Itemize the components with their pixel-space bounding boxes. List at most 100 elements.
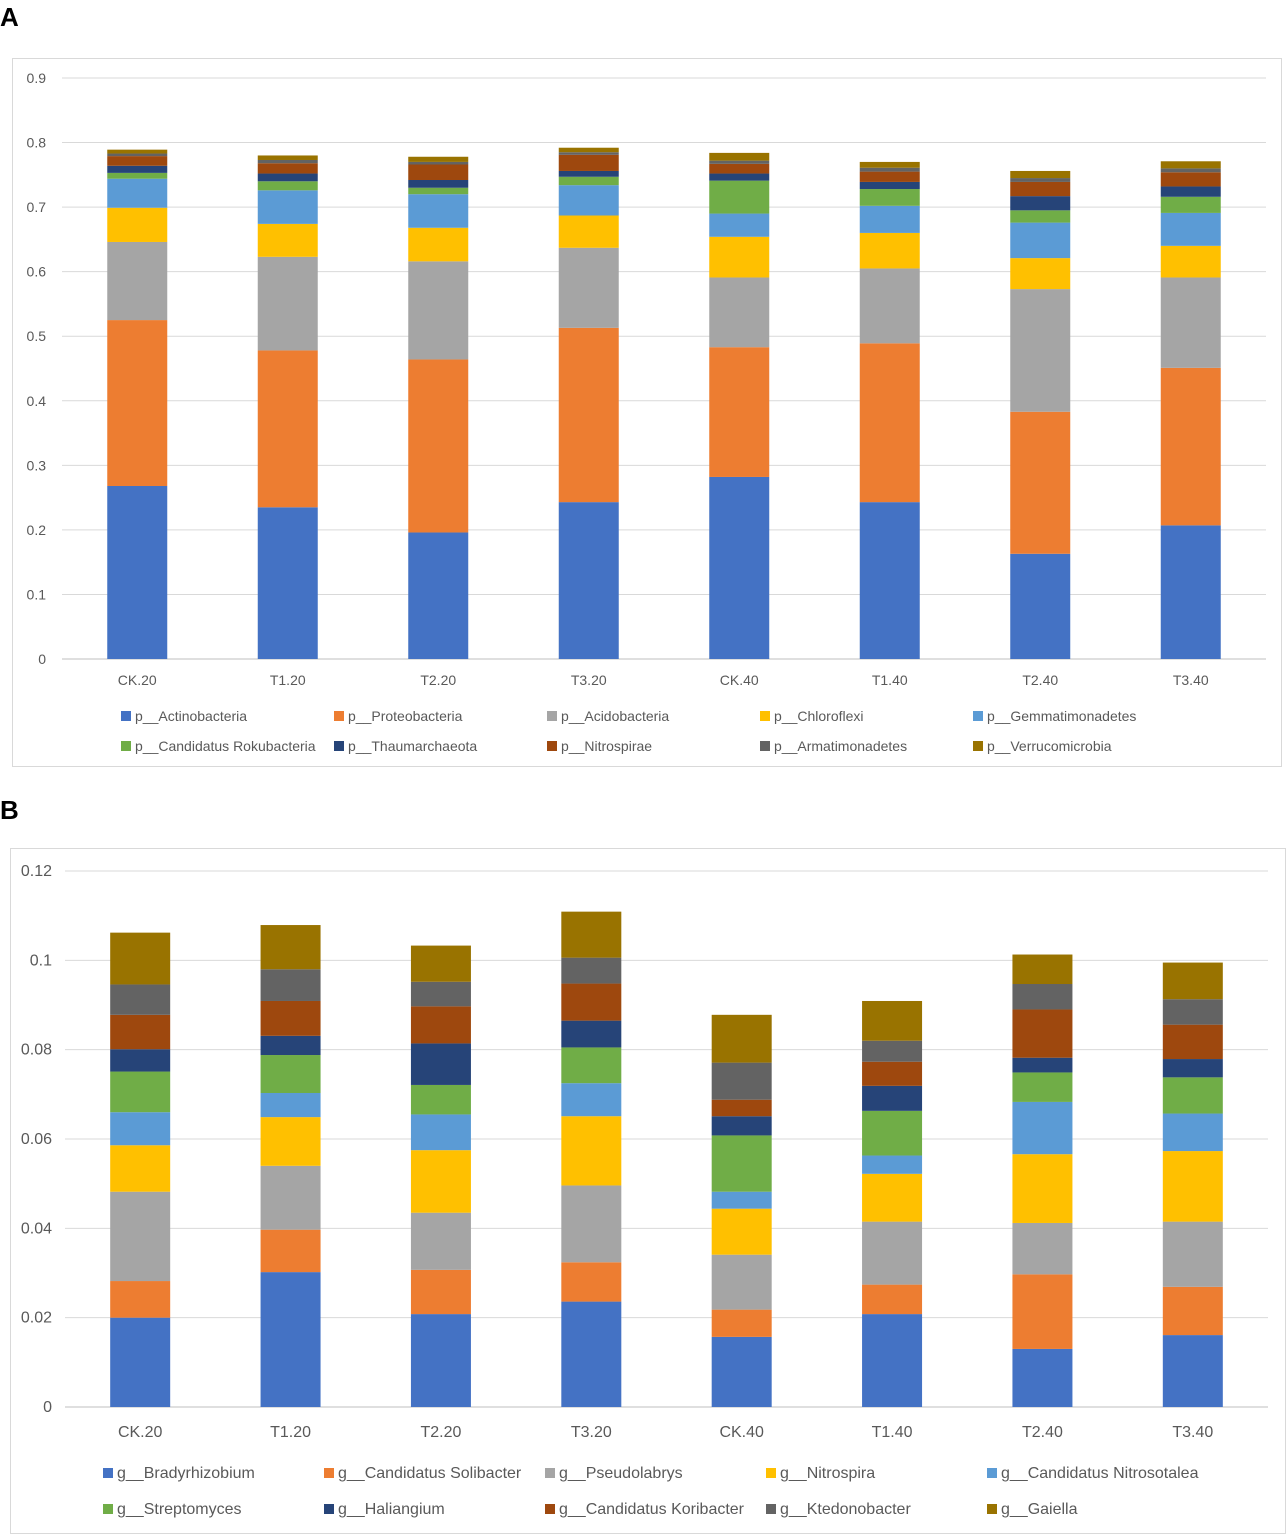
bar-b-4-6 [711, 1116, 772, 1136]
bar-b-4-3 [711, 1208, 772, 1255]
legend-label-a-2: p__Acidobacteria [561, 708, 669, 724]
bar-b-4-8 [711, 1062, 772, 1100]
legend-swatch-b-5 [103, 1504, 113, 1514]
y-tick-label-b-6: 0.12 [21, 863, 52, 880]
bar-a-7-6 [1160, 186, 1221, 197]
bar-a-4-9 [709, 152, 770, 161]
y-tick-label-a-7: 0.7 [27, 199, 47, 215]
bar-a-7-3 [1160, 245, 1221, 278]
bar-b-5-8 [862, 1040, 923, 1062]
x-tick-label-b-6: T2.40 [1022, 1424, 1063, 1441]
legend-label-b-2: g__Pseudolabrys [559, 1465, 683, 1482]
bar-b-1-5 [260, 1055, 321, 1093]
legend-label-a-9: p__Verrucomicrobia [987, 738, 1112, 754]
bar-a-1-2 [257, 256, 318, 351]
x-tick-label-a-0: CK.20 [118, 672, 157, 688]
bar-a-2-9 [408, 156, 469, 162]
bar-a-0-2 [107, 241, 168, 321]
bar-a-4-5 [709, 180, 770, 214]
legend-label-a-7: p__Nitrospirae [561, 738, 652, 754]
bar-a-6-7 [1010, 181, 1071, 197]
bar-b-4-7 [711, 1099, 772, 1117]
bar-b-0-7 [110, 1014, 171, 1050]
bar-a-4-6 [709, 173, 770, 181]
chart-frame-a [12, 58, 1282, 767]
x-tick-label-b-1: T1.20 [270, 1424, 311, 1441]
legend-swatch-b-3 [766, 1468, 776, 1478]
bar-a-3-7 [558, 154, 619, 171]
chart-frame-b [10, 848, 1286, 1534]
bar-a-6-1 [1010, 411, 1071, 554]
bar-a-0-5 [107, 172, 168, 179]
bar-a-3-9 [558, 147, 619, 153]
bar-a-6-2 [1010, 289, 1071, 412]
bar-b-2-4 [410, 1114, 471, 1151]
bar-b-2-5 [410, 1084, 471, 1115]
bar-b-6-4 [1012, 1101, 1073, 1155]
legend-label-a-4: p__Gemmatimonadetes [987, 708, 1136, 724]
x-tick-label-a-3: T3.20 [571, 672, 607, 688]
legend-swatch-b-7 [545, 1504, 555, 1514]
bar-a-6-5 [1010, 210, 1071, 223]
x-tick-label-a-2: T2.20 [420, 672, 456, 688]
bar-b-7-5 [1162, 1077, 1223, 1114]
legend-swatch-b-2 [545, 1468, 555, 1478]
x-tick-label-b-7: T3.40 [1172, 1424, 1213, 1441]
legend-label-b-9: g__Gaiella [1001, 1501, 1078, 1518]
bar-a-4-0 [709, 476, 770, 659]
bar-b-5-9 [862, 1000, 923, 1041]
bar-a-0-0 [107, 485, 168, 659]
y-tick-label-a-9: 0.9 [27, 70, 47, 86]
bar-a-6-4 [1010, 222, 1071, 259]
bar-b-6-1 [1012, 1274, 1073, 1349]
bar-a-4-7 [709, 163, 770, 174]
bar-b-1-8 [260, 969, 321, 1001]
bar-a-2-1 [408, 359, 469, 533]
legend-label-a-6: p__Thaumarchaeota [348, 738, 477, 754]
bar-b-3-4 [561, 1083, 622, 1117]
legend-label-b-8: g__Ktedonobacter [780, 1501, 911, 1518]
y-tick-label-a-3: 0.3 [27, 457, 47, 473]
bar-b-3-9 [561, 911, 622, 958]
bar-b-7-2 [1162, 1221, 1223, 1287]
bar-a-1-4 [257, 190, 318, 224]
bar-b-6-0 [1012, 1348, 1073, 1407]
y-tick-label-b-5: 0.1 [30, 952, 52, 969]
bar-b-7-8 [1162, 999, 1223, 1025]
legend-swatch-a-9 [973, 741, 983, 751]
bar-a-4-8 [709, 160, 770, 164]
bar-a-2-0 [408, 532, 469, 659]
legend-swatch-a-8 [760, 741, 770, 751]
y-tick-label-a-8: 0.8 [27, 135, 47, 151]
legend-label-b-5: g__Streptomyces [117, 1501, 242, 1518]
bar-a-0-1 [107, 320, 168, 486]
bar-a-7-1 [1160, 367, 1221, 526]
bar-b-5-5 [862, 1110, 923, 1156]
bar-a-4-3 [709, 236, 770, 278]
legend-swatch-a-1 [334, 711, 344, 721]
bar-b-3-5 [561, 1047, 622, 1084]
bar-a-5-6 [859, 181, 920, 190]
bar-b-1-7 [260, 1000, 321, 1036]
bar-b-3-7 [561, 983, 622, 1021]
bar-a-3-3 [558, 215, 619, 248]
legend-swatch-a-0 [121, 711, 131, 721]
bar-b-2-7 [410, 1006, 471, 1044]
x-tick-label-b-2: T2.20 [420, 1424, 461, 1441]
legend-swatch-b-9 [987, 1504, 997, 1514]
bar-b-1-3 [260, 1117, 321, 1166]
bar-a-5-3 [859, 232, 920, 269]
bar-b-5-4 [862, 1155, 923, 1174]
legend-swatch-a-5 [121, 741, 131, 751]
bar-b-4-1 [711, 1309, 772, 1337]
x-tick-label-a-4: CK.40 [720, 672, 759, 688]
x-tick-label-b-4: CK.40 [719, 1424, 764, 1441]
bar-b-5-2 [862, 1221, 923, 1285]
bar-a-5-1 [859, 343, 920, 503]
legend-swatch-b-4 [987, 1468, 997, 1478]
bar-a-6-9 [1010, 170, 1071, 179]
bar-b-4-9 [711, 1014, 772, 1063]
bar-b-3-8 [561, 957, 622, 984]
bar-a-3-6 [558, 170, 619, 177]
x-tick-label-a-7: T3.40 [1173, 672, 1209, 688]
